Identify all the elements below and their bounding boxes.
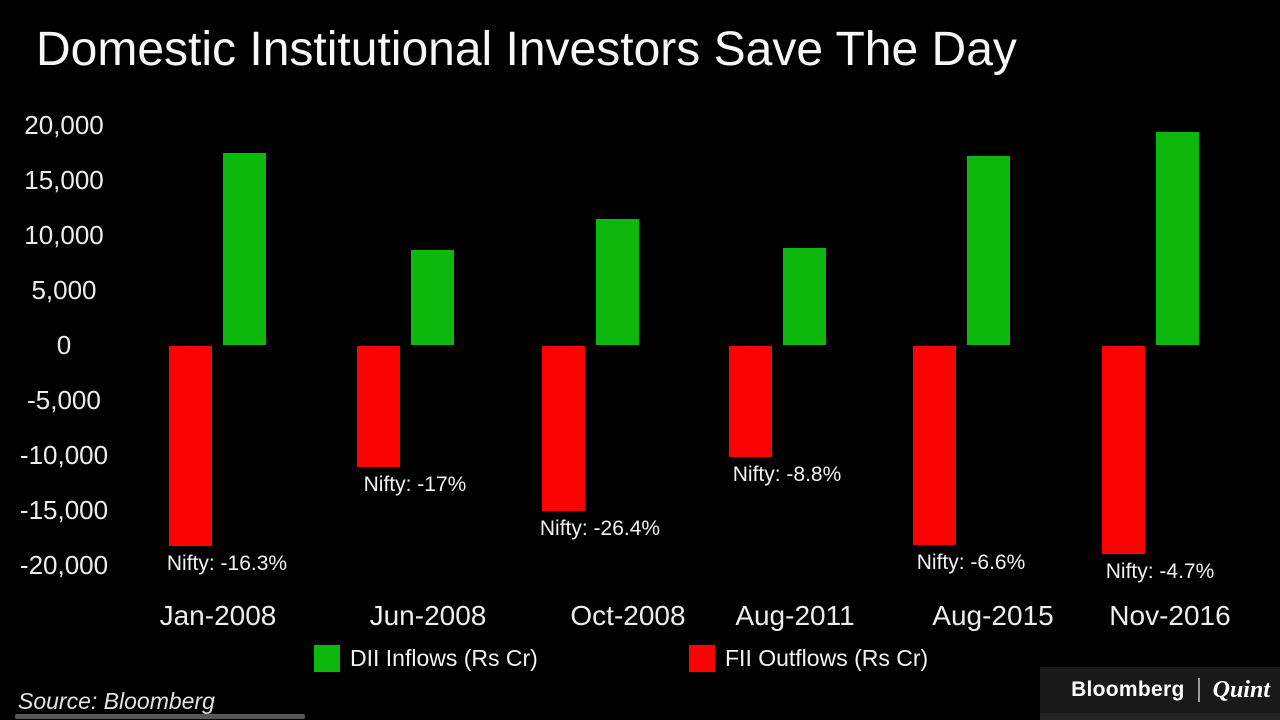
nifty-change-label-oct-2008: Nifty: -26.4%	[539, 517, 661, 540]
y-axis-tick-label: 20,000	[24, 110, 104, 140]
dii-inflow-bar-aug-2011	[783, 248, 826, 345]
fii-outflow-bar-nov-2016	[1102, 346, 1145, 554]
nifty-change-label-jun-2008: Nifty: -17%	[363, 473, 467, 496]
nifty-change-label-aug-2011: Nifty: -8.8%	[732, 463, 842, 487]
x-axis-category-label-nov-2016: Nov-2016	[1109, 600, 1231, 631]
x-axis-category-label-jan-2008: Jan-2008	[159, 600, 277, 631]
fii-outflow-bar-aug-2011	[729, 346, 772, 458]
y-axis-tick-label: -10,000	[19, 440, 109, 470]
source-note: Source: Bloomberg	[18, 688, 215, 714]
y-axis-tick-label: -15,000	[19, 495, 109, 525]
fii-outflow-bar-jun-2008	[357, 346, 400, 467]
legend-item-dii-inflows: DII Inflows (Rs Cr)	[314, 645, 538, 672]
bloombergquint-logo: Bloomberg Quint	[1040, 667, 1280, 713]
logo-divider	[1197, 678, 1200, 702]
fii-outflow-bar-jan-2008	[169, 346, 212, 547]
nifty-change-label-nov-2016: Nifty: -4.7%	[1105, 559, 1215, 583]
dii-inflow-bar-oct-2008	[596, 218, 639, 345]
fii-outflow-bar-aug-2015	[913, 346, 956, 546]
dii-inflow-bar-jan-2008	[223, 152, 266, 345]
fii-outflow-bar-oct-2008	[542, 346, 585, 511]
nifty-change-label-aug-2015: Nifty: -6.6%	[916, 551, 1026, 575]
dii-inflow-bar-nov-2016	[1156, 131, 1199, 345]
x-axis-category-label-aug-2011: Aug-2011	[735, 600, 855, 631]
y-axis-tick-label: 15,000	[24, 165, 104, 195]
logo-underline-strip	[1040, 713, 1280, 720]
y-axis-tick-label: 0	[56, 330, 72, 360]
legend-item-fii-outflows: FII Outflows (Rs Cr)	[689, 645, 928, 672]
dii-inflow-bar-jun-2008	[411, 250, 454, 345]
nifty-change-label-jan-2008: Nifty: -16.3%	[166, 552, 288, 576]
x-axis-category-label-oct-2008: Oct-2008	[570, 600, 686, 631]
x-axis-category-label-jun-2008: Jun-2008	[369, 600, 487, 631]
x-axis-category-label-aug-2015: Aug-2015	[932, 600, 1054, 631]
y-axis-tick-label: -20,000	[19, 550, 109, 580]
dii-inflows-legend-swatch	[314, 645, 340, 672]
bloomberg-wordmark: Bloomberg	[1071, 678, 1185, 701]
y-axis-tick-label: 10,000	[24, 220, 104, 250]
y-axis-tick-label: -5,000	[27, 385, 101, 415]
quint-wordmark: Quint	[1212, 676, 1270, 703]
dii-inflow-bar-aug-2015	[967, 155, 1010, 345]
chart-title: Domestic Institutional Investors Save Th…	[36, 23, 1017, 76]
fii-outflows-legend-label: FII Outflows (Rs Cr)	[725, 645, 929, 671]
y-axis-tick-label: 5,000	[31, 275, 97, 305]
fii-outflows-legend-swatch	[689, 645, 715, 672]
bottom-progress-strip	[15, 714, 305, 719]
dii-inflows-legend-label: DII Inflows (Rs Cr)	[350, 645, 538, 671]
